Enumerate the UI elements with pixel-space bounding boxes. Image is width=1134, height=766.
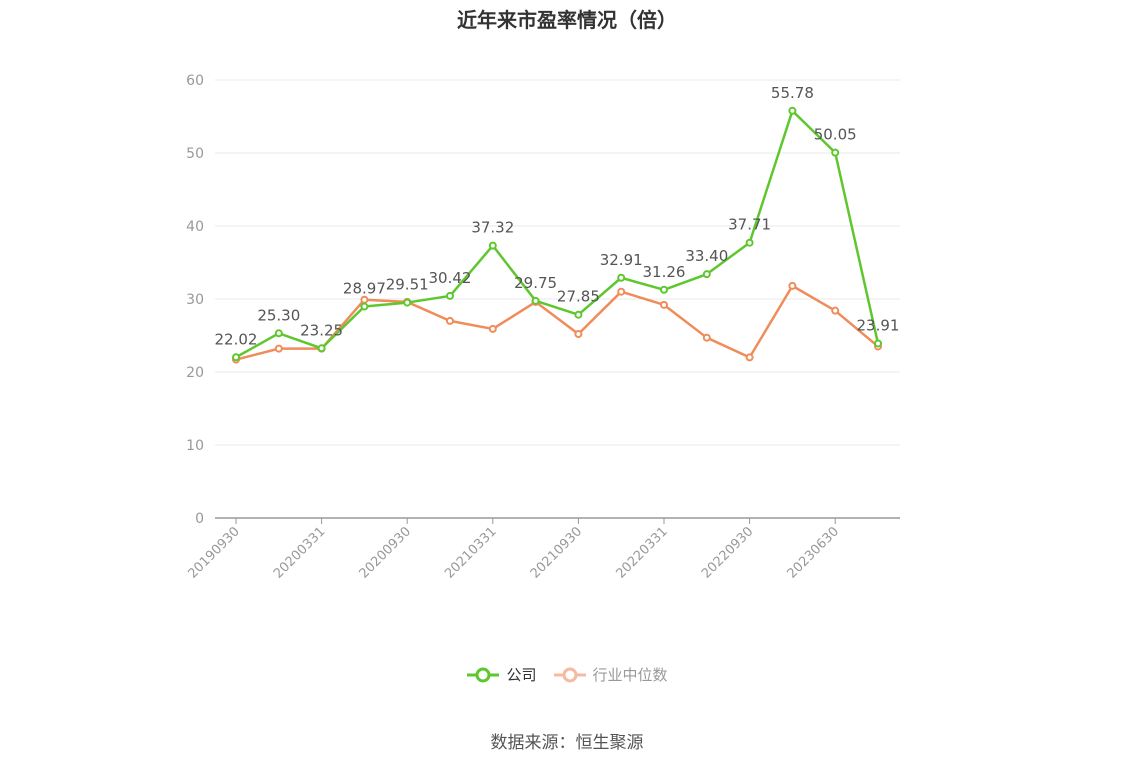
x-axis-ticks: 20190930 20200331 20200930 20210331 20210930… [185, 518, 842, 582]
series-group [232, 106, 882, 364]
company-point [660, 285, 668, 294]
industry-point [446, 316, 454, 325]
company-point [574, 310, 583, 319]
company-data-label: 23.91 [857, 316, 900, 334]
legend-item-industry[interactable]: 行业中位数 [553, 664, 668, 685]
industry-point [788, 281, 797, 290]
company-point [317, 344, 326, 353]
company-data-label: 23.25 [300, 321, 343, 339]
industry-point [702, 333, 711, 342]
industry-point [617, 287, 626, 296]
y-tick-label: 50 [186, 146, 204, 162]
company-point [831, 148, 840, 157]
company-point [446, 291, 454, 300]
y-axis-ticks: 0 10 20 30 40 50 60 [186, 73, 204, 527]
company-data-label: 50.05 [814, 126, 857, 144]
series-industry-line [235, 284, 879, 361]
y-tick-label: 30 [186, 292, 204, 308]
x-tick-label: 20210331 [442, 524, 499, 581]
company-point [232, 353, 240, 362]
company-data-label: 28.97 [343, 280, 386, 298]
company-data-label: 37.71 [728, 216, 771, 234]
company-data-label: 33.40 [685, 247, 728, 265]
company-data-label: 22.02 [215, 330, 258, 348]
y-tick-label: 10 [186, 438, 204, 454]
x-tick-label: 20200930 [357, 524, 414, 581]
industry-point [488, 324, 497, 333]
company-data-label: 31.26 [643, 263, 686, 281]
series-company-line [235, 109, 880, 359]
company-data-label: 55.78 [771, 84, 814, 102]
company-data-label: 29.75 [514, 274, 557, 292]
company-data-label: 29.51 [386, 276, 429, 294]
legend-company-marker-icon [467, 667, 500, 682]
legend-company-label: 公司 [506, 666, 537, 684]
company-data-label: 25.30 [257, 306, 300, 324]
industry-point [831, 306, 840, 315]
company-point [274, 329, 283, 338]
industry-point [274, 344, 283, 353]
company-point [874, 339, 882, 348]
y-tick-label: 60 [186, 73, 204, 89]
grid-lines [215, 79, 900, 446]
company-data-label: 30.42 [429, 269, 472, 287]
company-point [788, 106, 797, 115]
x-tick-label: 20220331 [613, 524, 670, 581]
company-point [531, 296, 540, 305]
industry-point [745, 353, 754, 362]
company-point [488, 241, 497, 250]
x-tick-label: 20230630 [785, 524, 842, 581]
company-data-label: 32.91 [600, 251, 643, 269]
industry-point [660, 300, 668, 309]
company-point [745, 238, 754, 247]
company-point [617, 273, 626, 282]
y-tick-label: 0 [195, 511, 204, 527]
x-tick-label: 20200331 [271, 524, 328, 581]
y-tick-label: 20 [186, 365, 204, 381]
chart-title: 近年来市盈率情况（倍） [457, 8, 677, 32]
legend-industry-marker-icon [553, 667, 586, 682]
company-point [702, 270, 711, 279]
y-tick-label: 40 [186, 219, 204, 235]
company-data-label: 37.32 [471, 219, 514, 237]
x-tick-label: 20210930 [528, 524, 585, 581]
industry-point [360, 295, 369, 304]
industry-point [574, 330, 583, 339]
legend: 公司 行业中位数 [0, 664, 1134, 685]
company-data-label: 27.85 [557, 288, 600, 306]
company-point [360, 302, 369, 311]
legend-item-company[interactable]: 公司 [466, 664, 537, 685]
company-point [403, 298, 412, 307]
legend-industry-label: 行业中位数 [592, 666, 668, 684]
x-tick-label: 20190930 [185, 524, 242, 581]
x-tick-label: 20220930 [699, 524, 756, 581]
data-source: 数据来源：恒生聚源 [490, 733, 644, 753]
